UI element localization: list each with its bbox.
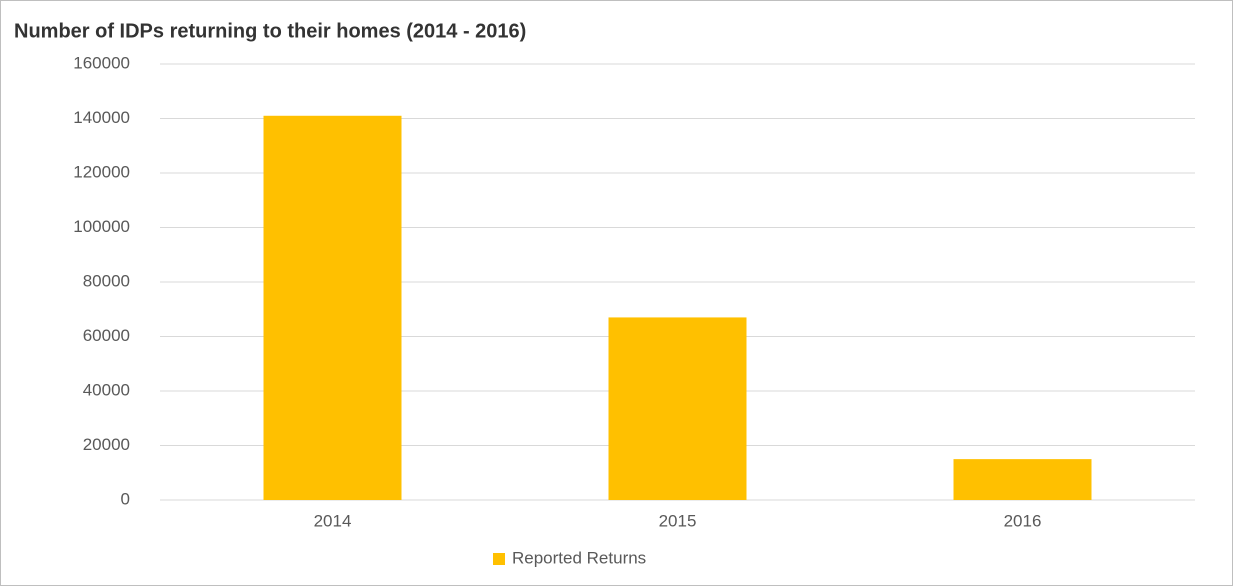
y-tick-label: 0 xyxy=(121,489,130,508)
y-tick-label: 80000 xyxy=(83,271,130,290)
chart-title: Number of IDPs returning to their homes … xyxy=(14,20,526,42)
y-tick-label: 140000 xyxy=(73,108,130,127)
y-tick-label: 60000 xyxy=(83,326,130,345)
y-tick-label: 20000 xyxy=(83,435,130,454)
y-tick-label: 40000 xyxy=(83,380,130,399)
bar xyxy=(263,115,402,501)
y-tick-label: 100000 xyxy=(73,217,130,236)
x-tick-label: 2015 xyxy=(659,511,697,530)
legend-label: Reported Returns xyxy=(512,548,646,567)
bar xyxy=(953,459,1092,500)
x-tick-label: 2016 xyxy=(1004,511,1042,530)
y-tick-label: 160000 xyxy=(73,53,130,72)
legend-swatch xyxy=(493,553,505,565)
y-tick-label: 120000 xyxy=(73,162,130,181)
x-tick-label: 2014 xyxy=(314,511,352,530)
bar xyxy=(608,317,747,500)
